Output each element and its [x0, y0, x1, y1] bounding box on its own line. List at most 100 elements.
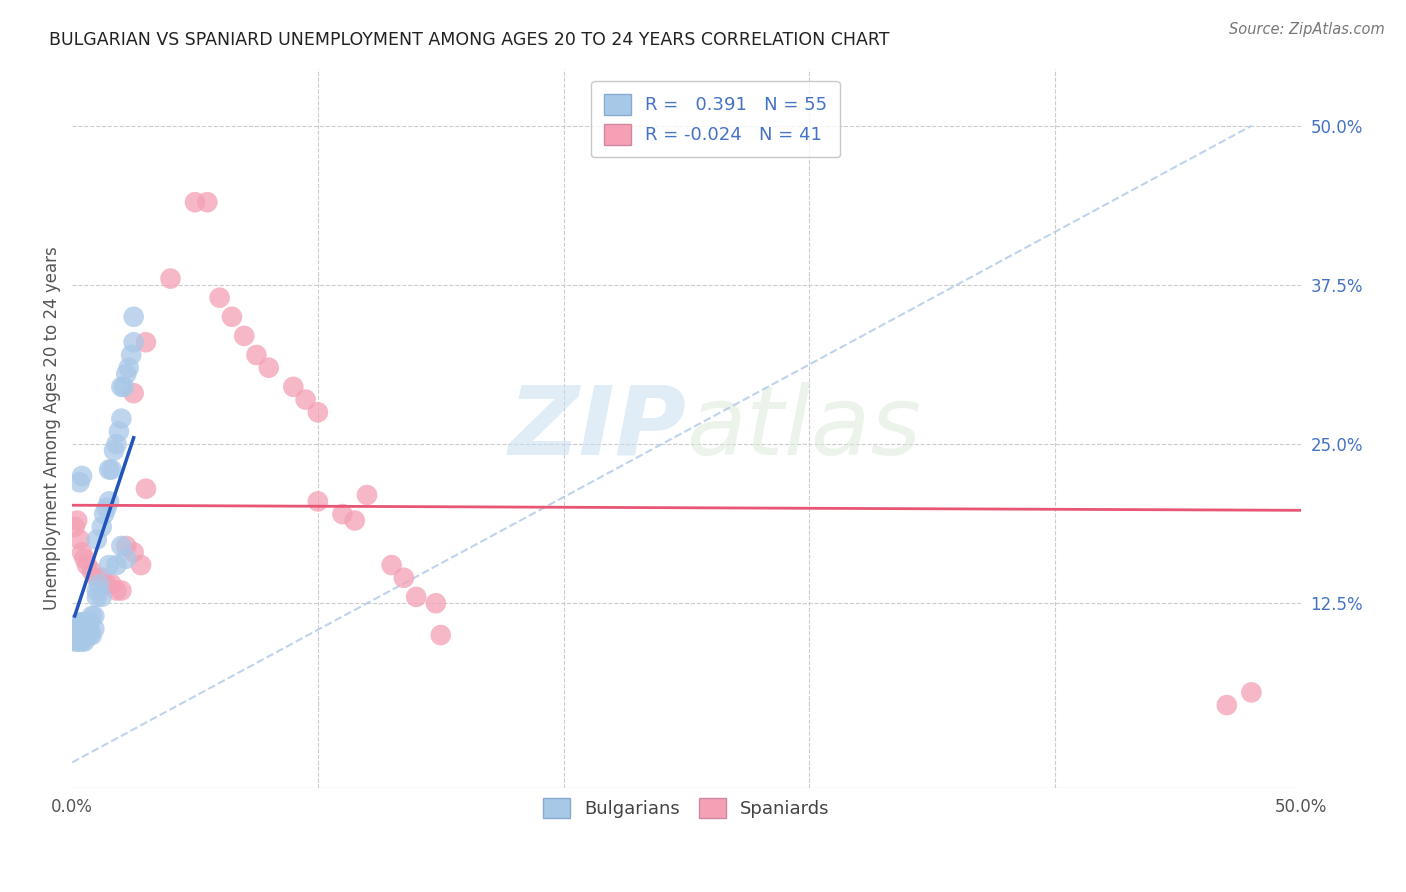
Point: [1216, 698, 1239, 712]
Point: [90, 590, 112, 604]
Point: [63, 520, 86, 534]
Point: [405, 590, 427, 604]
Point: [69, 533, 91, 547]
Point: [76, 628, 98, 642]
Point: [63, 628, 86, 642]
Point: [122, 545, 145, 559]
Point: [392, 571, 415, 585]
Point: [70, 634, 93, 648]
Point: [108, 425, 131, 439]
Point: [83, 609, 105, 624]
Point: [135, 335, 157, 350]
Point: [208, 291, 231, 305]
Point: [98, 494, 121, 508]
Point: [79, 622, 101, 636]
Point: [83, 622, 105, 636]
Point: [118, 360, 141, 375]
Point: [96, 577, 118, 591]
Point: [110, 583, 132, 598]
Point: [135, 482, 157, 496]
Point: [90, 571, 112, 585]
Point: [66, 622, 89, 636]
Text: BULGARIAN VS SPANIARD UNEMPLOYMENT AMONG AGES 20 TO 24 YEARS CORRELATION CHART: BULGARIAN VS SPANIARD UNEMPLOYMENT AMONG…: [49, 31, 890, 49]
Point: [69, 615, 91, 630]
Point: [105, 558, 128, 572]
Point: [122, 335, 145, 350]
Point: [122, 386, 145, 401]
Point: [73, 628, 96, 642]
Point: [73, 551, 96, 566]
Point: [86, 583, 108, 598]
Point: [70, 469, 93, 483]
Text: ZIP: ZIP: [509, 382, 686, 475]
Point: [343, 514, 366, 528]
Point: [100, 462, 122, 476]
Point: [105, 583, 128, 598]
Point: [86, 571, 108, 585]
Text: atlas: atlas: [686, 382, 921, 475]
Point: [80, 565, 103, 579]
Point: [103, 443, 125, 458]
Point: [221, 310, 243, 324]
Point: [381, 558, 404, 572]
Point: [73, 622, 96, 636]
Point: [66, 628, 89, 642]
Point: [307, 405, 329, 419]
Point: [110, 539, 132, 553]
Point: [115, 551, 138, 566]
Point: [195, 195, 218, 210]
Point: [96, 500, 118, 515]
Point: [80, 628, 103, 642]
Point: [89, 577, 111, 591]
Point: [425, 596, 447, 610]
Point: [93, 507, 115, 521]
Legend: Bulgarians, Spaniards: Bulgarians, Spaniards: [536, 790, 837, 826]
Point: [184, 195, 207, 210]
Point: [98, 558, 121, 572]
Point: [100, 577, 122, 591]
Point: [79, 615, 101, 630]
Point: [76, 615, 98, 630]
Point: [69, 634, 91, 648]
Point: [159, 271, 181, 285]
Point: [76, 622, 98, 636]
Point: [245, 348, 267, 362]
Y-axis label: Unemployment Among Ages 20 to 24 years: Unemployment Among Ages 20 to 24 years: [44, 246, 60, 610]
Point: [110, 380, 132, 394]
Point: [66, 634, 89, 648]
Point: [70, 615, 93, 630]
Point: [105, 437, 128, 451]
Point: [69, 622, 91, 636]
Point: [73, 615, 96, 630]
Point: [429, 628, 451, 642]
Point: [307, 494, 329, 508]
Point: [86, 590, 108, 604]
Point: [90, 520, 112, 534]
Point: [70, 622, 93, 636]
Point: [257, 360, 280, 375]
Point: [112, 380, 135, 394]
Point: [73, 634, 96, 648]
Point: [76, 558, 98, 572]
Point: [66, 514, 89, 528]
Point: [356, 488, 378, 502]
Point: [86, 533, 108, 547]
Point: [70, 545, 93, 559]
Point: [115, 367, 138, 381]
Point: [120, 348, 142, 362]
Point: [69, 475, 91, 490]
Point: [283, 380, 305, 394]
Text: Source: ZipAtlas.com: Source: ZipAtlas.com: [1229, 22, 1385, 37]
Point: [233, 329, 256, 343]
Point: [79, 628, 101, 642]
Point: [70, 628, 93, 642]
Point: [69, 628, 91, 642]
Point: [294, 392, 316, 407]
Point: [1240, 685, 1263, 699]
Point: [98, 462, 121, 476]
Point: [122, 310, 145, 324]
Point: [129, 558, 152, 572]
Point: [63, 634, 86, 648]
Point: [115, 539, 138, 553]
Point: [332, 507, 354, 521]
